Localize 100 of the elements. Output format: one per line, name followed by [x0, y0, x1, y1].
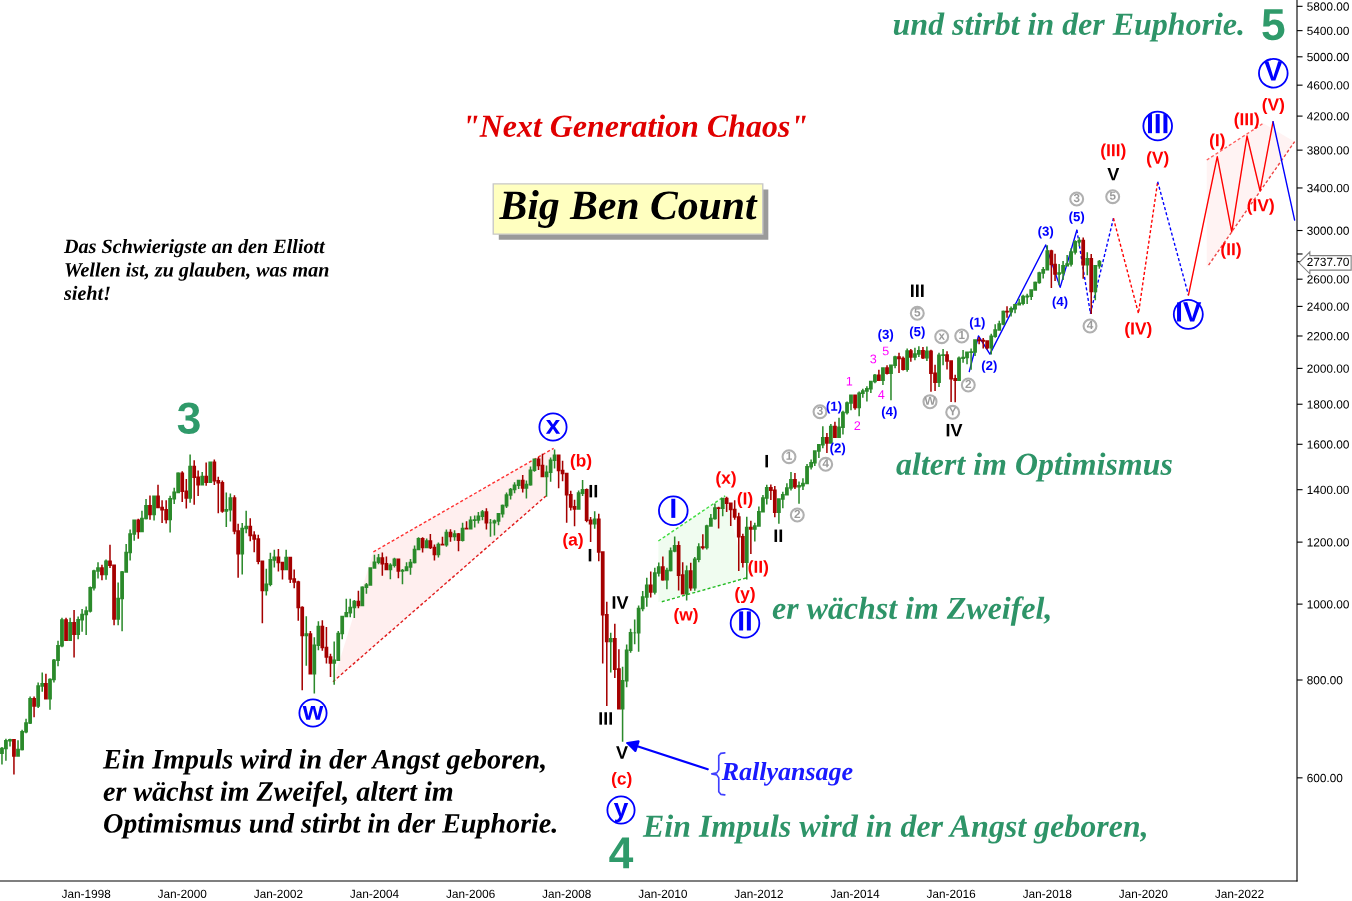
y-tick-label: 1000.00 — [1307, 600, 1349, 609]
x-tick-label: Jan-2012 — [734, 889, 783, 898]
annotation: V — [1264, 61, 1283, 81]
candlestick — [828, 423, 833, 444]
x-tick-label: Jan-2004 — [350, 889, 399, 898]
annotation: 3 — [1073, 193, 1080, 203]
candlestick — [825, 432, 829, 454]
candlestick — [440, 536, 445, 547]
candlestick — [12, 738, 16, 776]
candlestick — [472, 514, 477, 529]
candlestick — [897, 352, 901, 374]
candlestick — [921, 346, 925, 360]
candlestick — [152, 495, 156, 522]
annotation: (5) — [909, 326, 925, 339]
annotation: 1 — [846, 376, 853, 386]
candlestick — [748, 519, 753, 555]
candlestick — [192, 459, 197, 506]
candlestick — [929, 348, 933, 393]
annotation: (2) — [981, 360, 997, 373]
candlestick — [348, 597, 353, 619]
candlestick — [448, 528, 453, 543]
candlestick — [905, 347, 910, 373]
annotation: IV — [946, 423, 963, 437]
candlestick — [716, 505, 721, 530]
candlestick — [488, 518, 493, 538]
candlestick — [356, 590, 361, 609]
candlestick — [885, 364, 889, 376]
annotation: III — [910, 284, 924, 297]
y-tick-label: 3000.00 — [1307, 226, 1349, 235]
candlestick — [1081, 236, 1086, 280]
candlestick — [360, 585, 365, 607]
candlestick — [376, 553, 381, 566]
candlestick — [1049, 248, 1054, 289]
candlestick — [985, 339, 990, 351]
candlestick — [468, 515, 473, 531]
candlestick — [849, 394, 853, 412]
annotation: 3 — [177, 402, 200, 434]
y-tick-label: 1600.00 — [1307, 440, 1349, 449]
annotation: (a) — [563, 532, 583, 550]
candlestick — [925, 345, 929, 362]
candlestick — [881, 366, 885, 386]
annotation: Y — [948, 407, 957, 416]
annotation: IV — [612, 596, 629, 609]
annotation: Ein Impuls wird in der Angst geboren, er wächst im Zweifel, altert im Optimismus und stirbt in der Euphorie. — [102, 749, 556, 839]
annotation: (V) — [1146, 151, 1169, 168]
candlestick — [228, 492, 233, 523]
annotation: Ein Impuls wird in der Angst geboren, — [642, 814, 1146, 844]
annotation: (1) — [969, 317, 985, 330]
annotation: (IV) — [1125, 321, 1152, 339]
text: "Next Generation Chaos" — [467, 114, 806, 138]
candlestick — [1093, 264, 1098, 301]
annotation: (III) — [1234, 112, 1259, 129]
candlestick — [388, 562, 393, 580]
candlestick — [700, 533, 705, 551]
annotation: (4) — [1052, 296, 1068, 309]
candlestick — [797, 480, 801, 505]
annotation: 5 — [914, 308, 921, 317]
y-tick-label: 5800.00 — [1307, 2, 1349, 11]
candlestick — [644, 576, 649, 608]
x-tick-label: Jan-2020 — [1118, 889, 1168, 898]
candlestick — [304, 615, 309, 667]
annotation: 1 — [959, 330, 965, 340]
y-tick-label: 600.00 — [1307, 773, 1343, 783]
candlestick — [876, 369, 881, 382]
candlestick — [4, 738, 8, 762]
candlestick — [648, 570, 653, 599]
y-tick-label: 2400.00 — [1307, 302, 1349, 311]
annotation: 2 — [965, 379, 972, 389]
candlestick — [208, 460, 213, 484]
annotation: 2 — [854, 421, 861, 430]
candlestick — [72, 609, 76, 659]
x-tick-label: Jan-2016 — [926, 889, 976, 898]
candlestick — [1057, 263, 1062, 287]
y-tick-label: 4200.00 — [1306, 112, 1349, 121]
y-tick-label: 2737.70 — [1307, 257, 1349, 267]
candlestick — [104, 558, 108, 581]
candlestick — [1089, 253, 1094, 315]
x-tick-label: Jan-2018 — [1022, 889, 1072, 898]
annotation: 4 — [1086, 320, 1094, 330]
candlestick — [484, 507, 489, 531]
annotation: (b) — [570, 453, 592, 471]
candlestick — [865, 385, 869, 403]
candlestick — [200, 471, 205, 486]
candlestick — [520, 474, 525, 494]
x-tick-label: Jan-1998 — [61, 889, 111, 898]
x-tick-label: Jan-2002 — [253, 889, 303, 898]
annotation: 4 — [609, 837, 634, 869]
annotation: (4) — [881, 406, 897, 419]
candlestick — [853, 393, 857, 411]
candlestick — [793, 472, 797, 490]
annotation: 3 — [870, 354, 877, 364]
annotation: (5) — [1069, 211, 1085, 224]
annotation: (I) — [1209, 133, 1225, 150]
x-tick-label: Jan-2010 — [638, 889, 687, 898]
annotation: V — [616, 746, 628, 759]
annotation: altert im Optimismus — [896, 452, 1172, 482]
annotation: W — [924, 396, 936, 405]
annotation: (I) — [737, 491, 753, 509]
candlestick — [64, 616, 68, 642]
candlestick — [1009, 305, 1013, 318]
